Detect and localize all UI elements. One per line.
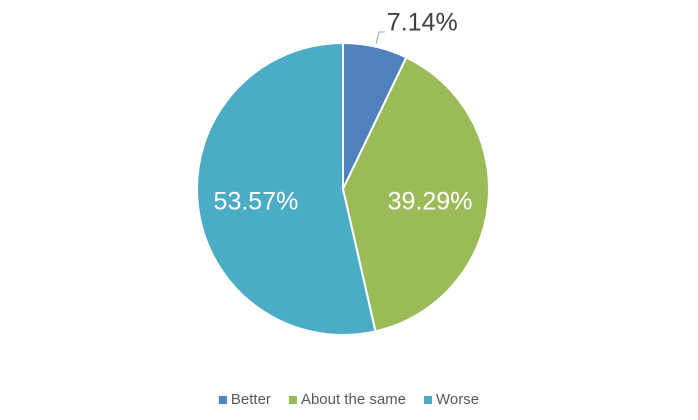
legend-label: Better [231,391,271,408]
data-label: 7.14% [387,9,458,37]
data-label: 53.57% [214,187,299,215]
leader-line [375,31,385,44]
legend-label: About the same [301,391,406,408]
legend-swatch [288,396,297,404]
legend-swatch [424,396,433,404]
pie-slice [196,41,377,336]
legend-label: Worse [436,391,479,408]
legend-swatch [218,396,227,404]
pie-slice [341,56,490,333]
data-label: 39.29% [388,187,473,215]
